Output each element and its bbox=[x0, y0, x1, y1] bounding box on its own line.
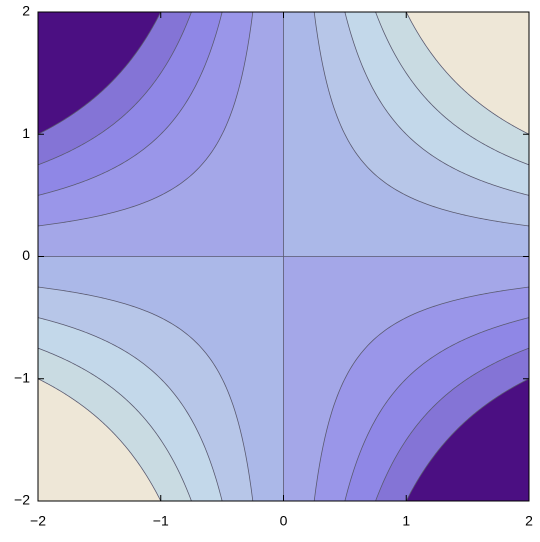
y-tick-label: −1 bbox=[14, 369, 30, 385]
contour-region bbox=[38, 378, 161, 501]
contour-line bbox=[37, 11, 530, 502]
x-tick-label: 0 bbox=[280, 513, 288, 529]
contour-line bbox=[37, 11, 530, 502]
x-tick-label: 2 bbox=[525, 513, 533, 529]
x-tick-label: 1 bbox=[402, 513, 410, 529]
y-tick-label: 2 bbox=[22, 3, 30, 19]
contour-line bbox=[37, 11, 530, 502]
contour-region bbox=[38, 12, 161, 135]
contour-line bbox=[37, 11, 530, 502]
contour-line bbox=[38, 12, 529, 501]
x-tick-label: −1 bbox=[153, 513, 169, 529]
contour-region bbox=[406, 378, 529, 501]
contour-region bbox=[406, 12, 529, 135]
y-tick-label: −2 bbox=[14, 492, 30, 508]
contour-line bbox=[37, 11, 530, 502]
y-tick-label: 0 bbox=[22, 247, 30, 263]
contour-line bbox=[37, 11, 530, 502]
x-tick-label: −2 bbox=[30, 513, 46, 529]
contour-line bbox=[37, 11, 530, 502]
contour-line bbox=[37, 11, 530, 502]
y-tick-label: 1 bbox=[22, 125, 30, 141]
